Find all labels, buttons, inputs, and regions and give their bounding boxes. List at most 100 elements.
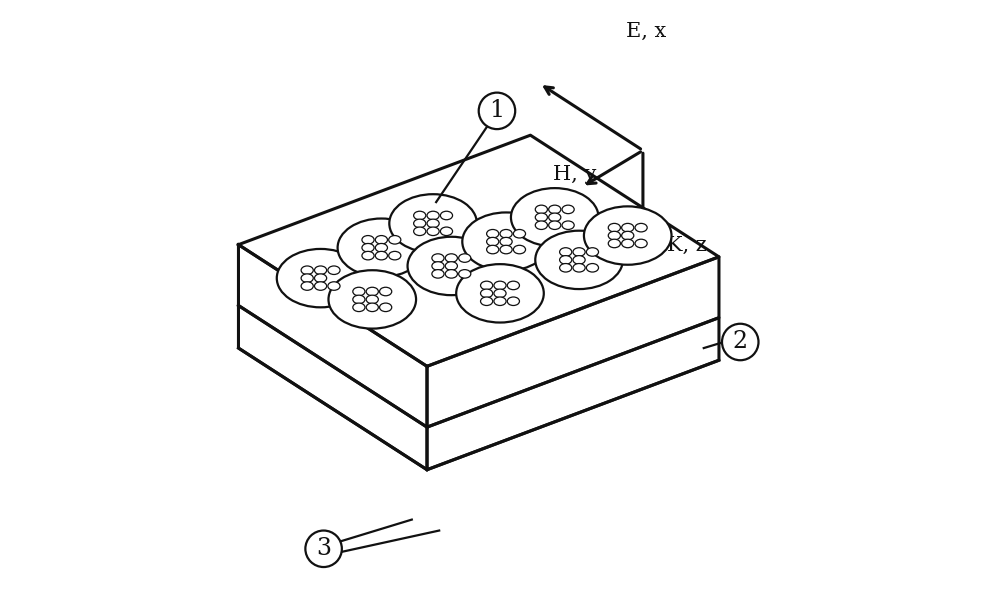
- Ellipse shape: [635, 224, 647, 232]
- Ellipse shape: [314, 274, 327, 282]
- Ellipse shape: [414, 211, 426, 220]
- Polygon shape: [238, 306, 427, 470]
- Text: K, z: K, z: [667, 236, 707, 255]
- Ellipse shape: [353, 295, 365, 304]
- Ellipse shape: [362, 243, 374, 252]
- Text: 3: 3: [316, 537, 331, 560]
- Polygon shape: [427, 318, 719, 470]
- Text: 2: 2: [733, 331, 748, 354]
- Ellipse shape: [375, 236, 387, 244]
- Ellipse shape: [414, 227, 426, 236]
- Ellipse shape: [535, 205, 547, 214]
- Ellipse shape: [513, 245, 526, 254]
- Ellipse shape: [328, 282, 340, 290]
- Text: E, x: E, x: [626, 22, 666, 41]
- Ellipse shape: [481, 281, 493, 290]
- Ellipse shape: [445, 262, 457, 270]
- Ellipse shape: [584, 207, 672, 265]
- Ellipse shape: [389, 236, 401, 244]
- Ellipse shape: [456, 264, 544, 323]
- Circle shape: [722, 324, 758, 360]
- Ellipse shape: [427, 219, 439, 228]
- Ellipse shape: [362, 251, 374, 260]
- Ellipse shape: [535, 221, 547, 230]
- Ellipse shape: [328, 270, 416, 329]
- Ellipse shape: [432, 262, 444, 270]
- Ellipse shape: [487, 245, 499, 254]
- Ellipse shape: [500, 245, 512, 254]
- Ellipse shape: [513, 230, 526, 238]
- Ellipse shape: [586, 263, 599, 272]
- Ellipse shape: [500, 230, 512, 238]
- Ellipse shape: [573, 247, 585, 256]
- Ellipse shape: [389, 194, 477, 252]
- Ellipse shape: [494, 281, 506, 290]
- Ellipse shape: [301, 282, 313, 290]
- Ellipse shape: [608, 232, 620, 240]
- Ellipse shape: [462, 213, 550, 271]
- Ellipse shape: [481, 297, 493, 306]
- Ellipse shape: [487, 230, 499, 238]
- Ellipse shape: [353, 287, 365, 296]
- Ellipse shape: [494, 289, 506, 298]
- Ellipse shape: [622, 239, 634, 247]
- Ellipse shape: [328, 266, 340, 274]
- Text: 1: 1: [489, 100, 505, 122]
- Ellipse shape: [622, 232, 634, 240]
- Ellipse shape: [366, 295, 378, 304]
- Ellipse shape: [301, 274, 313, 282]
- Ellipse shape: [608, 239, 620, 247]
- Ellipse shape: [560, 255, 572, 264]
- Ellipse shape: [314, 282, 327, 290]
- Polygon shape: [238, 135, 719, 367]
- Circle shape: [305, 530, 342, 567]
- Ellipse shape: [549, 205, 561, 214]
- Ellipse shape: [432, 254, 444, 262]
- Ellipse shape: [573, 255, 585, 264]
- Ellipse shape: [459, 269, 471, 278]
- Ellipse shape: [445, 254, 457, 262]
- Ellipse shape: [338, 219, 425, 277]
- Polygon shape: [427, 257, 719, 427]
- Ellipse shape: [440, 211, 453, 220]
- Ellipse shape: [535, 231, 623, 289]
- Ellipse shape: [608, 224, 620, 232]
- Ellipse shape: [635, 239, 647, 247]
- Ellipse shape: [622, 224, 634, 232]
- Ellipse shape: [380, 303, 392, 312]
- Ellipse shape: [560, 263, 572, 272]
- Polygon shape: [238, 244, 427, 427]
- Ellipse shape: [487, 238, 499, 246]
- Ellipse shape: [362, 236, 374, 244]
- Ellipse shape: [562, 205, 574, 214]
- Circle shape: [479, 93, 515, 129]
- Ellipse shape: [380, 287, 392, 296]
- Ellipse shape: [389, 251, 401, 260]
- Ellipse shape: [507, 281, 519, 290]
- Ellipse shape: [562, 221, 574, 230]
- Ellipse shape: [549, 213, 561, 222]
- Ellipse shape: [277, 249, 364, 307]
- Ellipse shape: [494, 297, 506, 306]
- Ellipse shape: [414, 219, 426, 228]
- Ellipse shape: [375, 243, 387, 252]
- Ellipse shape: [535, 213, 547, 222]
- Ellipse shape: [353, 303, 365, 312]
- Ellipse shape: [440, 227, 453, 236]
- Ellipse shape: [427, 211, 439, 220]
- Ellipse shape: [500, 238, 512, 246]
- Ellipse shape: [560, 247, 572, 256]
- Ellipse shape: [459, 254, 471, 262]
- Ellipse shape: [432, 269, 444, 278]
- Ellipse shape: [511, 188, 599, 246]
- Ellipse shape: [549, 221, 561, 230]
- Ellipse shape: [507, 297, 519, 306]
- Ellipse shape: [301, 266, 313, 274]
- Ellipse shape: [481, 289, 493, 298]
- Ellipse shape: [408, 237, 495, 295]
- Text: H, y: H, y: [553, 165, 596, 185]
- Ellipse shape: [375, 251, 387, 260]
- Ellipse shape: [366, 287, 378, 296]
- Ellipse shape: [427, 227, 439, 236]
- Ellipse shape: [445, 269, 457, 278]
